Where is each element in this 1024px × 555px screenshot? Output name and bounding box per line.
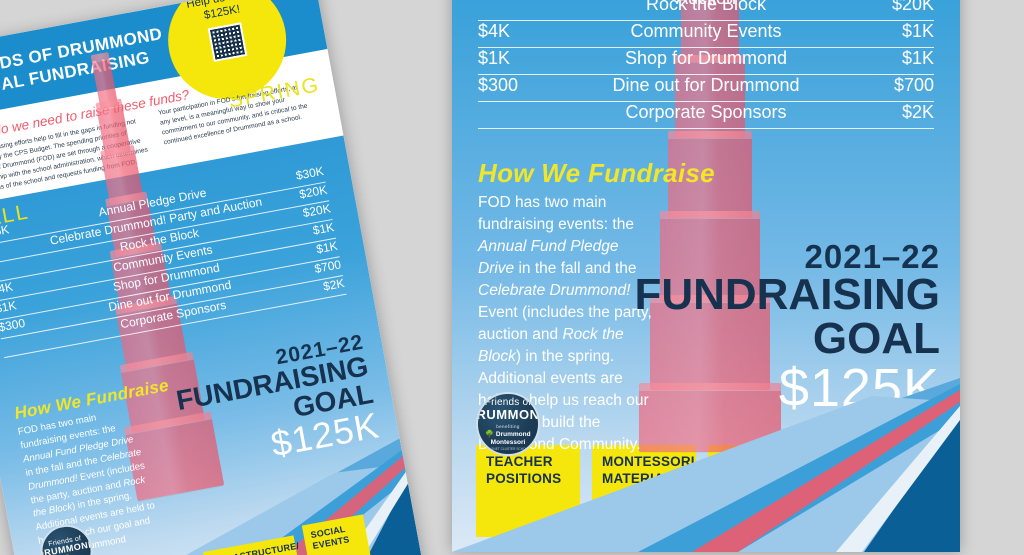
leaf-icon: 🌳 [485,430,495,438]
table-cell-spring: $20K [891,0,934,14]
table-cell-spring: $1K [901,21,934,41]
main-logo-line1: Friends of [484,396,532,408]
table-cell-spring: $2K [901,102,934,122]
spend-box-line: POSITIONS [486,470,562,486]
main-fod-logo-badge: Friends of DRUMMOND benefiting 🌳 Drummon… [476,392,540,456]
main-goal-block: 2021–22 FUNDRAISING GOAL $125K [620,240,940,415]
main-logo-line3: benefiting [496,423,520,429]
main-goal-line2: GOAL [812,314,940,363]
table-cell-event: Celebrate Drummond! Party and Auction [570,0,842,9]
table-row: $300 Dine out for Drummond $700 [478,75,934,102]
main-goal-line1: FUNDRAISING [634,270,940,319]
main-hwf-title: How We Fundraise [478,158,715,188]
main-goal-year: 2021–22 [804,238,940,275]
main-logo-line4: 🌳 Drummond Montessori [485,430,531,446]
main-road-graphic [452,378,960,552]
table-cell-event: Corporate Sponsors [625,102,787,122]
spend-box-line: MONTESSORI [602,454,695,469]
flyer-page-left: FRIENDS OF DRUMMOND ANNUAL FUNDRAISING H… [0,0,424,555]
table-cell-spring: $700 [893,75,934,95]
spend-box-line: TEACHER [486,454,553,469]
table-cell-event: Community Events [630,21,782,41]
table-cell-fall: $300 [478,75,519,95]
main-logo-line5: MAGNET CLUSTER SCHOOL [486,447,530,452]
table-row: $1K Shop for Drummond $1K [478,48,934,75]
left-blue-panel: FALL SPRING $65K Annual Pledge Drive $30K C… [0,58,424,555]
table-cell-event: Rock the Block [645,0,767,14]
table-cell-spring: $1K [901,48,934,68]
qr-code-icon[interactable] [207,22,248,62]
main-logo-line2: DRUMMOND [476,406,540,422]
table-cell-fall: $4K [478,21,511,41]
table-row: $4K Community Events $1K [478,21,934,48]
spend-box-1[interactable]: TEACHER POSITIONS [476,445,580,537]
table-row: Rock the Block $20K [478,0,934,21]
table-cell-event: Dine out for Drummond [612,75,800,95]
table-cell-event: Shop for Drummond [624,48,788,68]
table-row: Corporate Sponsors $2K [478,102,934,129]
flyer-page-main[interactable]: FRIENDS OF DRUMMOND ANNUAL FUNDRAISING H… [452,0,960,552]
table-cell-fall: $1K [478,48,511,68]
table-cell-fall [3,339,64,350]
main-hwf-body: FOD has two main fundraising events: the… [478,194,652,453]
flyer-thumbnail-rotated[interactable]: FRIENDS OF DRUMMOND ANNUAL FUNDRAISING H… [0,0,463,555]
